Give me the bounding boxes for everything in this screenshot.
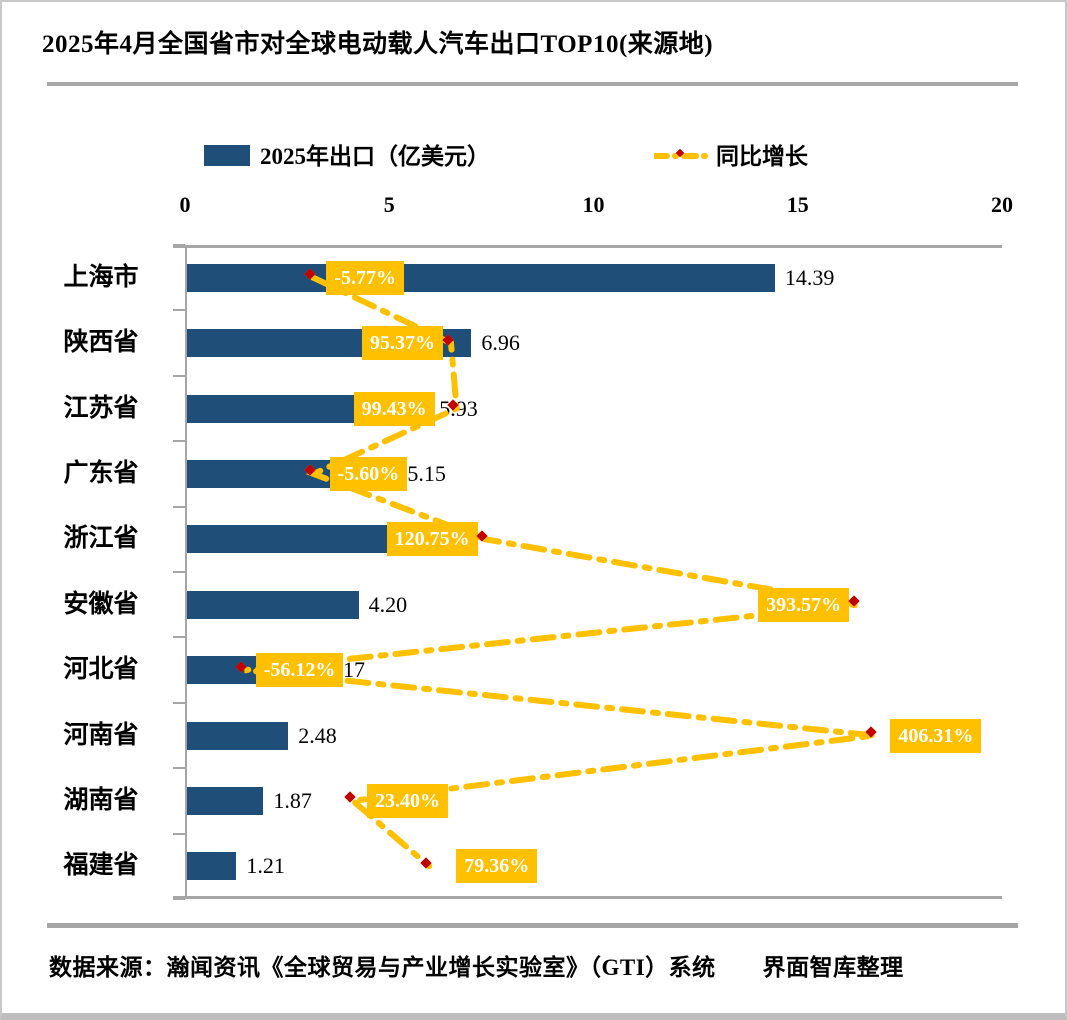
bar-value-label: 6.96	[481, 330, 520, 356]
legend-bar-swatch-icon	[204, 145, 250, 166]
axis-tick	[173, 375, 185, 377]
growth-label: 99.43%	[353, 391, 435, 426]
bar	[187, 590, 359, 619]
axis-tick	[173, 636, 185, 638]
growth-label: -5.77%	[326, 260, 404, 295]
x-axis-tick-label: 15	[786, 192, 809, 217]
legend-dash-icon	[652, 153, 714, 159]
plot-left-axis-line	[185, 245, 187, 899]
category-label: 河北省	[63, 656, 139, 684]
axis-tick	[173, 767, 185, 769]
growth-label: -56.12%	[255, 653, 344, 688]
page-title: 2025年4月全国省市对全球电动载人汽车出口TOP10(来源地)	[42, 31, 714, 58]
growth-label: 79.36%	[456, 849, 538, 884]
x-axis-tick-label: 10	[582, 192, 605, 217]
growth-label: 23.40%	[367, 783, 449, 818]
axis-tick	[173, 440, 185, 442]
legend-line-marker-icon	[652, 144, 714, 168]
growth-line	[244, 274, 875, 870]
axis-tick	[173, 244, 185, 246]
bar-value-label: 14.39	[784, 264, 835, 290]
bar-value-label: 1.87	[273, 787, 312, 813]
category-label: 福建省	[63, 852, 139, 880]
plot-top-axis-line	[173, 245, 1002, 248]
plot-area: 14.39 -5.77% 6.96 95.37% 5.93 99.43% 5.15 -5.60…	[173, 244, 1002, 900]
title-divider	[47, 82, 1018, 86]
growth-label: 406.31%	[890, 718, 982, 753]
category-label: 河南省	[63, 721, 139, 749]
x-axis-tick-label: 5	[383, 192, 395, 217]
axis-tick	[173, 833, 185, 835]
axis-tick	[173, 309, 185, 311]
growth-label: 120.75%	[386, 522, 478, 557]
bar-value-label: 1.21	[246, 853, 285, 879]
category-label: 陕西省	[63, 329, 139, 357]
growth-label: 95.37%	[362, 326, 444, 361]
category-label: 浙江省	[63, 525, 139, 553]
growth-label: -5.60%	[329, 456, 408, 491]
bar	[187, 263, 775, 292]
category-label: 安徽省	[63, 590, 139, 618]
category-label: 广东省	[63, 459, 139, 487]
growth-label: 393.57%	[758, 587, 850, 622]
bar-value-label: 2.48	[298, 722, 337, 748]
axis-tick	[173, 506, 185, 508]
bar	[187, 721, 289, 750]
bar	[187, 852, 237, 881]
footer-divider	[47, 923, 1018, 928]
legend-line-label: 同比增长	[716, 144, 808, 169]
category-label: 湖南省	[63, 786, 139, 814]
source-note: 数据来源：瀚闻资讯《全球贸易与产业增长实验室》（GTI）系统 界面智库整理	[49, 955, 904, 980]
category-label: 上海市	[63, 263, 139, 291]
axis-tick	[173, 702, 185, 704]
plot-bottom-axis-line	[173, 896, 1002, 899]
bar-value-label: 5.15	[407, 460, 446, 486]
axis-tick	[173, 571, 185, 573]
bar	[187, 786, 264, 815]
bar	[187, 525, 393, 554]
legend-bar-label: 2025年出口（亿美元）	[260, 144, 490, 169]
x-axis-tick-label: 20	[991, 192, 1013, 217]
axis-tick	[173, 898, 185, 900]
bar-value-label: 4.20	[368, 591, 408, 617]
category-label: 江苏省	[63, 394, 139, 422]
x-axis-tick-label: 0	[179, 192, 191, 217]
